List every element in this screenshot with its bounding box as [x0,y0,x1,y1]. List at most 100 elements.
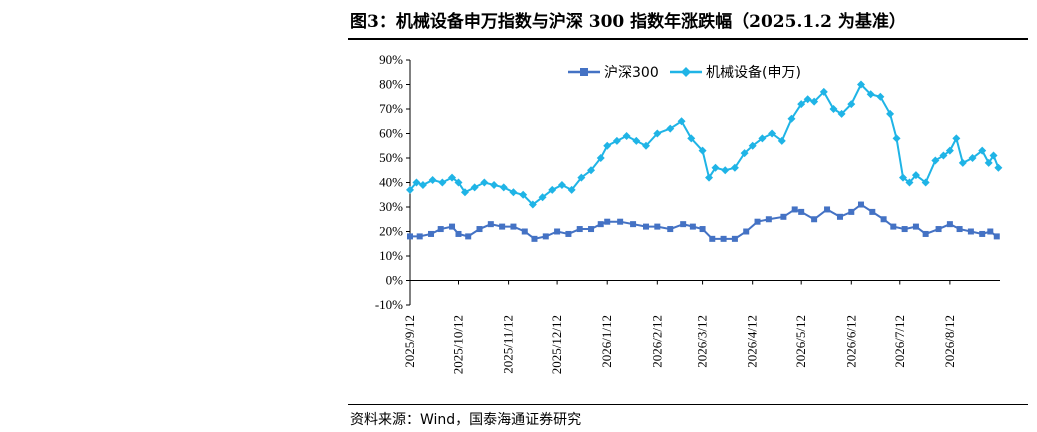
data-point [528,200,537,209]
data-point [643,223,649,230]
x-tick-label: 2026/6/12 [843,315,858,368]
data-point [829,105,838,113]
chart-legend: 沪深300 机械设备(申万) [568,64,801,81]
data-point [490,180,499,189]
x-tick-label: 2026/1/12 [599,315,614,368]
series-hs300 [407,201,1000,242]
data-point [811,216,818,223]
data-point [448,173,457,182]
data-point [705,173,714,182]
data-point [654,223,661,230]
legend-marker [580,68,588,76]
y-tick-label: 90% [379,52,403,67]
legend-label: 机械设备(申万) [706,64,801,81]
x-tick-label: 2026/5/12 [793,315,808,368]
x-tick-label: 2026/4/12 [745,315,760,368]
data-point [777,136,786,145]
data-point [689,223,696,230]
data-point [765,216,772,223]
data-point [935,226,942,233]
data-point [407,233,413,240]
data-point [791,206,798,213]
y-tick-label: 50% [379,150,403,165]
data-point [892,134,901,143]
data-point [709,235,716,242]
data-point [945,146,954,155]
data-point [476,226,483,233]
data-point [509,188,518,197]
data-point [612,136,621,145]
y-tick-label: 70% [379,101,403,116]
data-point [731,235,738,242]
data-point [519,190,528,199]
data-point [921,178,930,187]
x-tick-label: 2025/9/12 [402,315,417,368]
data-point [438,178,447,187]
y-tick-label: 60% [379,126,403,141]
data-point [847,100,856,109]
data-point [576,226,583,233]
data-point [596,154,605,162]
data-point [748,141,757,150]
data-point [412,178,421,187]
data-point [956,226,963,233]
data-point [630,221,637,228]
data-point [856,80,865,89]
data-point [428,230,435,237]
data-point [510,223,517,230]
data-point [819,87,828,96]
series-machinery [406,80,1003,209]
data-point [406,185,414,194]
data-point [499,223,506,230]
chart-axes: -10% 0% 10% 20% 30% 40% 50% 60% 70% 80% 90% 2025/9/… [375,52,1000,374]
source-note: 资料来源：Wind，国泰海通证券研究 [350,412,582,428]
title-rule [348,38,1028,40]
y-tick-label: 20% [379,224,403,239]
data-point [730,163,739,172]
data-point [836,213,843,220]
data-point [993,233,1000,240]
series-layer [406,80,1003,242]
data-point [542,233,549,240]
data-point [952,134,961,143]
data-point [768,129,777,138]
y-tick-label: 80% [379,77,403,92]
data-point [538,193,547,202]
data-point [824,206,831,213]
data-point [437,226,444,233]
legend-label: 沪深300 [604,65,659,81]
data-point [677,117,686,126]
data-point [797,100,806,109]
data-point [603,141,612,150]
data-point [987,228,994,235]
data-point [866,90,875,99]
data-point [848,208,855,215]
data-point [787,114,796,123]
data-point [531,235,538,242]
data-point [886,109,895,118]
data-point [912,223,919,230]
data-point [487,221,494,228]
data-point [460,188,469,197]
data-point [899,173,908,182]
data-point [939,151,948,160]
y-tick-label: -10% [375,297,403,312]
data-point [577,173,586,182]
data-point [721,166,730,175]
data-point [632,136,641,145]
data-point [622,131,631,140]
data-point [754,218,761,225]
data-point [597,221,604,228]
data-point [876,92,885,101]
data-point [905,178,914,187]
data-point [901,226,908,233]
data-point [565,230,572,237]
data-point [680,221,687,228]
data-point [994,163,1003,172]
data-point [890,223,897,230]
y-tick-label: 40% [379,175,403,190]
y-tick-label: 30% [379,199,403,214]
data-point [465,233,472,240]
data-point [798,208,805,215]
data-point [720,235,727,242]
